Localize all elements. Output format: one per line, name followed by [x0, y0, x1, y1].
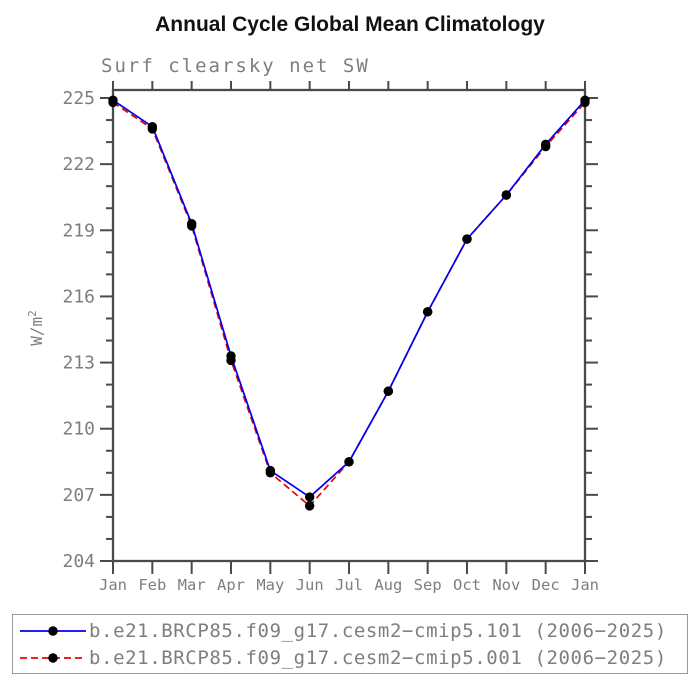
legend-label: b.e21.BRCP85.f09_g17.cesm2−cmip5.101 (20… — [89, 619, 667, 642]
y-axis-ticks — [100, 97, 598, 562]
series-markers-1 — [108, 97, 590, 511]
chart-subtitle: Surf clearsky net SW — [101, 55, 370, 77]
data-point-marker — [462, 234, 472, 244]
plot-frame — [111, 88, 587, 563]
y-tick-label: 222 — [62, 154, 95, 175]
y-axis-label: W/m2 — [26, 310, 46, 346]
x-tick-label: Oct — [453, 576, 481, 594]
x-tick-label: Jul — [335, 576, 363, 594]
y-tick-label: 204 — [62, 551, 95, 572]
legend-label: b.e21.BRCP85.f09_g17.cesm2−cmip5.001 (20… — [89, 646, 667, 669]
data-point-marker — [580, 97, 590, 108]
x-tick-label: Jun — [296, 576, 324, 594]
x-axis-ticks — [112, 81, 586, 574]
data-point-marker — [304, 492, 315, 502]
data-point-marker — [265, 468, 276, 478]
x-tick-label: Mar — [178, 576, 206, 594]
x-tick-label: Sep — [414, 576, 442, 594]
x-tick-label: Aug — [374, 576, 402, 594]
y-tick-label: 213 — [62, 353, 95, 374]
legend-item-series-001: b.e21.BRCP85.f09_g17.cesm2−cmip5.001 (20… — [17, 644, 687, 671]
y-tick-label: 219 — [62, 220, 95, 241]
data-point-marker — [422, 307, 433, 317]
x-tick-label: Jan — [571, 576, 599, 594]
data-point-marker — [304, 501, 315, 511]
data-point-marker — [344, 457, 354, 467]
series-line-1 — [112, 101, 586, 508]
y-tick-label: 225 — [62, 88, 95, 109]
plot-area: 204 207 210 213 216 219 222 225 Jan Feb Mar Apr May J… — [26, 81, 599, 594]
x-tick-label: Apr — [217, 576, 245, 594]
data-point-marker — [108, 97, 118, 108]
y-tick-label: 210 — [62, 419, 95, 440]
legend-box: b.e21.BRCP85.f09_g17.cesm2−cmip5.101 (20… — [12, 614, 688, 674]
chart-title: Annual Cycle Global Mean Climatology — [155, 13, 545, 36]
data-point-marker — [226, 355, 236, 366]
series-markers-0 — [108, 95, 590, 502]
x-tick-label: Nov — [492, 576, 520, 594]
y-tick-label: 207 — [62, 485, 95, 506]
legend-line-sample-blue — [20, 625, 86, 636]
data-point-marker — [540, 141, 551, 152]
data-point-marker — [186, 221, 197, 231]
x-tick-label: May — [256, 576, 284, 594]
legend-marker-icon — [48, 652, 58, 663]
legend-marker-icon — [48, 625, 58, 636]
data-point-marker — [147, 124, 158, 134]
x-tick-label: Feb — [138, 576, 166, 594]
data-point-marker — [501, 190, 512, 200]
x-tick-label: Jan — [99, 576, 127, 594]
legend-line-sample-red — [20, 652, 86, 663]
x-tick-label: Dec — [532, 576, 560, 594]
data-point-marker — [383, 386, 394, 396]
legend-item-series-101: b.e21.BRCP85.f09_g17.cesm2−cmip5.101 (20… — [17, 617, 687, 644]
y-tick-label: 216 — [62, 286, 95, 307]
series-line-0 — [112, 99, 586, 499]
